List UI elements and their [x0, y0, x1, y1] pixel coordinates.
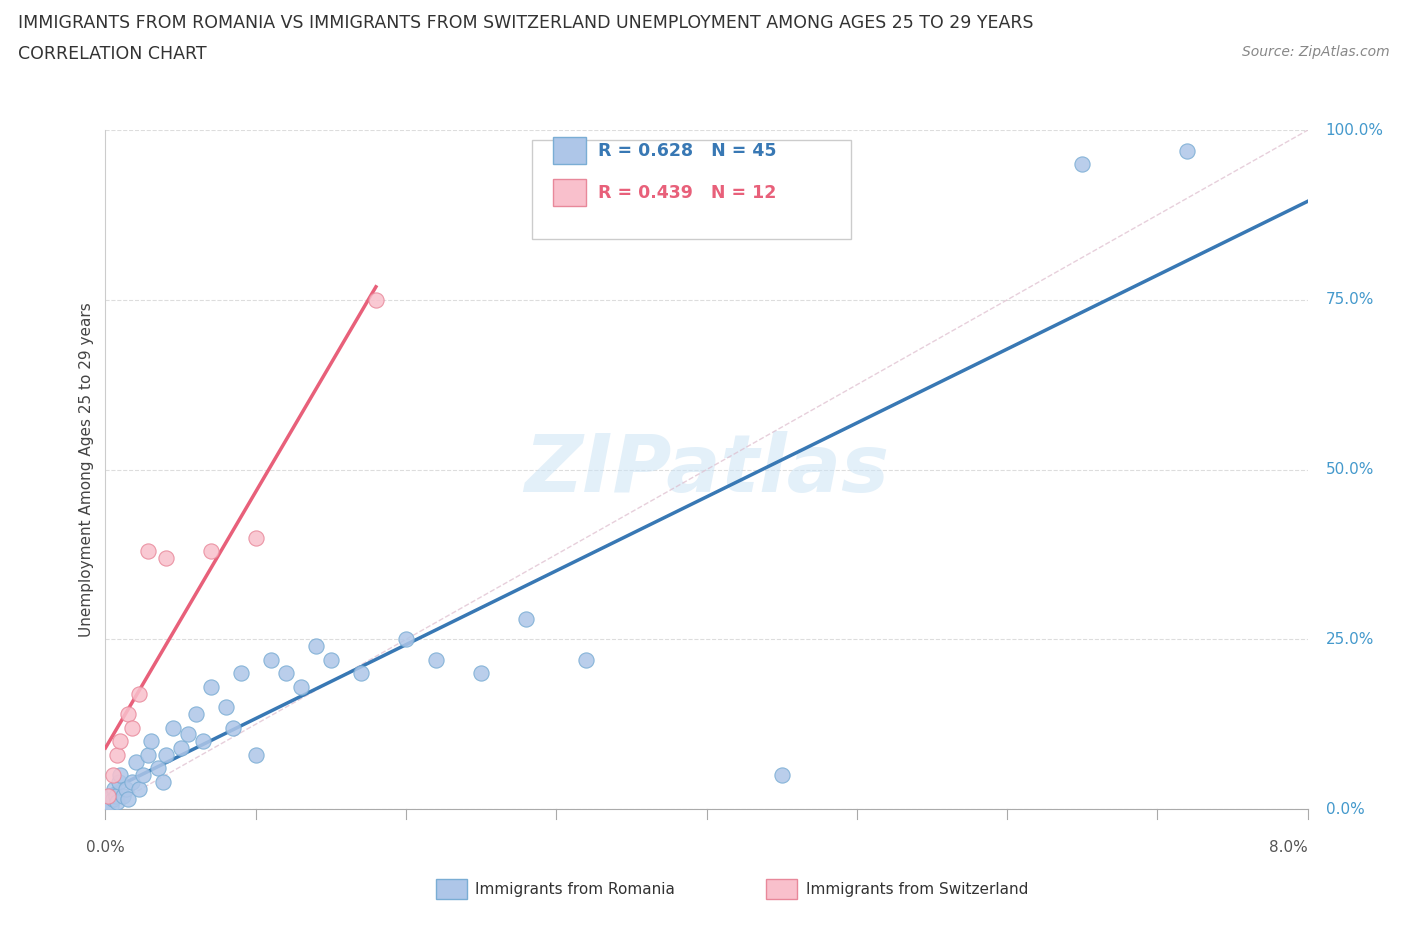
Point — [350, 666, 373, 681]
Point — [184, 707, 207, 722]
Point — [1175, 143, 1198, 158]
Text: CORRELATION CHART: CORRELATION CHART — [18, 45, 207, 62]
Point — [169, 740, 191, 755]
Text: 50.0%: 50.0% — [1326, 462, 1374, 477]
Point — [101, 791, 124, 806]
Bar — [553, 179, 586, 206]
Point — [191, 734, 214, 749]
Point — [108, 775, 131, 790]
Point — [98, 788, 121, 803]
Point — [214, 699, 236, 714]
Point — [470, 666, 492, 681]
Point — [136, 544, 159, 559]
Point — [97, 795, 120, 810]
Point — [245, 748, 267, 763]
Point — [124, 754, 146, 769]
Point — [305, 639, 328, 654]
Point — [1071, 156, 1094, 171]
Point — [290, 680, 312, 695]
Point — [139, 734, 162, 749]
Text: ZIPatlas: ZIPatlas — [524, 431, 889, 509]
Point — [121, 720, 143, 735]
Text: 75.0%: 75.0% — [1326, 292, 1374, 308]
Point — [515, 612, 537, 627]
Text: 100.0%: 100.0% — [1326, 123, 1384, 138]
Text: 25.0%: 25.0% — [1326, 631, 1374, 647]
FancyBboxPatch shape — [533, 140, 851, 239]
Point — [110, 734, 132, 749]
Point — [364, 292, 387, 307]
Point — [177, 727, 200, 742]
Point — [115, 781, 138, 796]
Text: 8.0%: 8.0% — [1268, 840, 1308, 855]
Text: 0.0%: 0.0% — [1326, 802, 1364, 817]
Bar — [553, 137, 586, 165]
Point — [103, 781, 125, 796]
Bar — [436, 879, 467, 899]
Point — [395, 632, 418, 647]
Bar — [766, 879, 797, 899]
Text: Immigrants from Switzerland: Immigrants from Switzerland — [806, 882, 1028, 897]
Point — [162, 720, 184, 735]
Point — [229, 666, 252, 681]
Point — [112, 788, 135, 803]
Point — [319, 652, 342, 667]
Point — [117, 707, 139, 722]
Point — [245, 530, 267, 545]
Text: Source: ZipAtlas.com: Source: ZipAtlas.com — [1241, 45, 1389, 59]
Point — [104, 788, 127, 803]
Point — [260, 652, 283, 667]
Point — [132, 768, 155, 783]
Point — [274, 666, 297, 681]
Point — [100, 798, 122, 813]
Point — [222, 720, 245, 735]
Y-axis label: Unemployment Among Ages 25 to 29 years: Unemployment Among Ages 25 to 29 years — [79, 302, 94, 637]
Point — [146, 761, 169, 776]
Point — [155, 748, 177, 763]
Point — [110, 768, 132, 783]
Point — [128, 686, 150, 701]
Point — [155, 551, 177, 565]
Point — [152, 775, 174, 790]
Point — [128, 781, 150, 796]
Point — [121, 775, 143, 790]
Text: R = 0.439   N = 12: R = 0.439 N = 12 — [599, 183, 776, 202]
Point — [101, 768, 124, 783]
Point — [117, 791, 139, 806]
Text: R = 0.628   N = 45: R = 0.628 N = 45 — [599, 141, 778, 160]
Point — [200, 544, 222, 559]
Text: Immigrants from Romania: Immigrants from Romania — [475, 882, 675, 897]
Point — [107, 795, 129, 810]
Point — [575, 652, 598, 667]
Point — [107, 748, 129, 763]
Point — [136, 748, 159, 763]
Text: IMMIGRANTS FROM ROMANIA VS IMMIGRANTS FROM SWITZERLAND UNEMPLOYMENT AMONG AGES 2: IMMIGRANTS FROM ROMANIA VS IMMIGRANTS FR… — [18, 14, 1033, 32]
Point — [770, 768, 793, 783]
Point — [200, 680, 222, 695]
Point — [425, 652, 447, 667]
Text: 0.0%: 0.0% — [86, 840, 125, 855]
Point — [97, 788, 120, 803]
